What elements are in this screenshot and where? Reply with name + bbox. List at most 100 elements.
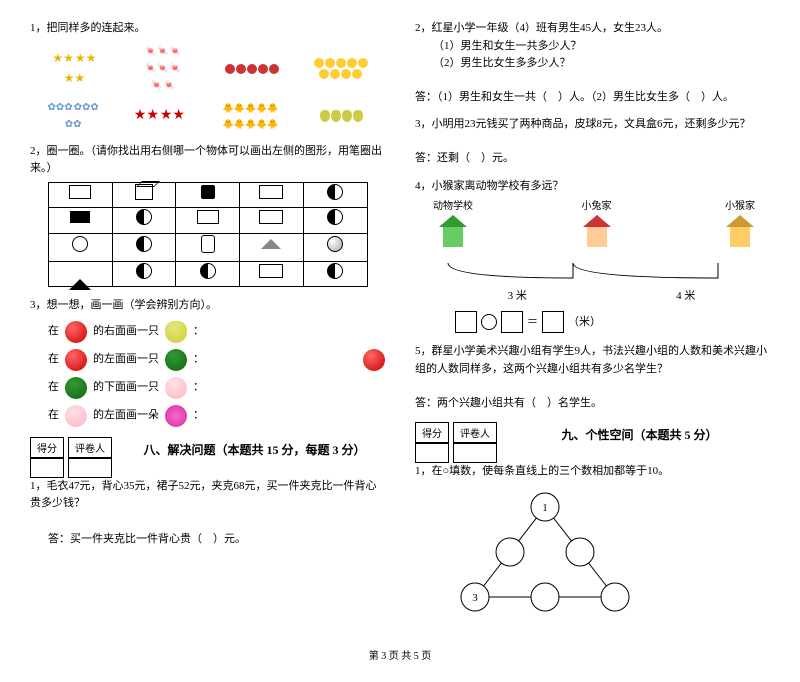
section8-title: 八、解决问题（本题共 15 分，每题 3 分） <box>124 441 385 458</box>
q2: 2，圈一圈。（请你找出用右侧哪一个物体可以画出左侧的图形，用笔圈出来。） <box>30 143 385 288</box>
node-top: 1 <box>542 502 548 514</box>
box-input[interactable] <box>455 311 477 333</box>
q2-text: 圈一圈。（请你找出用右侧哪一个物体可以画出左侧的图形，用笔圈出来。） <box>30 145 382 175</box>
unit: （米） <box>568 314 601 332</box>
stars-group: ★★★★★★ <box>44 49 104 88</box>
q1: 1，把同样多的连起来。 ★★★★★★ 🍬🍬🍬🍬🍬🍬🍬🍬 ✿✿✿✿✿✿✿✿ ★★★… <box>30 20 385 133</box>
cube-icon <box>135 184 153 200</box>
monkey-label: 小猴家 <box>720 199 760 215</box>
q3c-post: 的下面画一只 <box>93 379 159 397</box>
score-table: 得分评卷人 <box>415 422 501 463</box>
rabbit-house-icon <box>577 215 617 251</box>
q1-text: 把同样多的连起来。 <box>47 22 146 34</box>
q8-5-num: 5， <box>415 345 432 357</box>
monkey-house-icon <box>720 215 760 251</box>
pear-icon <box>165 321 187 343</box>
cone-icon <box>261 239 281 249</box>
q8-4-text: 小猴家离动物学校有多远？ <box>432 180 564 192</box>
q2-num: 2， <box>30 145 47 157</box>
box-input[interactable] <box>542 311 564 333</box>
equals: ＝ <box>527 314 538 332</box>
halfcircle-icon <box>327 184 343 200</box>
q3b-pre: 在 <box>48 351 59 369</box>
q3-line-c: 在 的下面画一只 ： <box>48 377 385 399</box>
grader-cell[interactable] <box>453 443 497 463</box>
cuboid-icon <box>259 185 283 199</box>
q3-line-d: 在 的左面画一朵 ： <box>48 405 385 427</box>
grader-cell[interactable] <box>68 458 112 478</box>
page-columns: 1，把同样多的连起来。 ★★★★★★ 🍬🍬🍬🍬🍬🍬🍬🍬 ✿✿✿✿✿✿✿✿ ★★★… <box>30 20 770 627</box>
rect-icon <box>197 210 219 224</box>
q9-1-text: 在○填数，使每条直线上的三个数相加都等于10。 <box>432 465 670 477</box>
equation-boxes: ＝ （米） <box>455 311 770 333</box>
q8-5-ans: 答：两个兴趣小组共有（ ）名学生。 <box>415 395 770 413</box>
q3a-pre: 在 <box>48 323 59 341</box>
apple-icon <box>363 349 385 371</box>
q9-1: 1，在○填数，使每条直线上的三个数相加都等于10。 1 3 <box>415 463 770 617</box>
op-input[interactable] <box>481 314 497 330</box>
table-row <box>49 261 368 287</box>
rabbit-label: 小兔家 <box>577 199 617 215</box>
circle-icon <box>72 236 88 252</box>
halfcircle-icon <box>327 209 343 225</box>
q8-2-ans: 答：（1）男生和女生一共（ ）人。（2）男生比女生多（ ）人。 <box>415 89 770 107</box>
q8-4: 4，小猴家离动物学校有多远？ 动物学校 小兔家 小猴家 <box>415 178 770 334</box>
q8-5: 5，群星小学美术兴趣小组有学生9人，书法兴趣小组的人数和美术兴趣小组的人数同样多… <box>415 343 770 412</box>
pears-group <box>312 110 372 122</box>
house-row: 动物学校 小兔家 小猴家 <box>433 199 760 258</box>
q3c-pre: 在 <box>48 379 59 397</box>
shape-table <box>48 182 368 287</box>
q3b-post: 的左面画一只 <box>93 351 159 369</box>
q1-row2: ✿✿✿✿✿✿✿✿ ★★★★ 🐥🐥🐥🐥🐥🐥🐥🐥🐥🐥 <box>30 100 385 133</box>
q9-1-num: 1， <box>415 465 432 477</box>
q8-3-text: 小明用23元钱买了两种商品，皮球8元，文具盒6元，还剩多少元？ <box>432 118 751 130</box>
q1-row1: ★★★★★★ 🍬🍬🍬🍬🍬🍬🍬🍬 <box>30 44 385 94</box>
colon: ： <box>193 351 204 369</box>
q1-num: 1， <box>30 22 47 34</box>
q8-3-num: 3， <box>415 118 432 130</box>
q8-2-num: 2， <box>415 22 432 34</box>
watermelon-icon <box>65 377 87 399</box>
colon: ： <box>193 407 204 425</box>
q8-2: 2，红星小学一年级（4）班有男生45人，女生23人。 （1）男生和女生一共多少人… <box>415 20 770 106</box>
node-bl: 3 <box>472 592 478 604</box>
apples-group <box>222 64 282 74</box>
q8-1-ans: 答：买一件夹克比一件背心贵（ ）元。 <box>30 531 385 549</box>
q3: 3，想一想，画一画（学会辨别方向）。 在 的右面画一只 ： 在 的左面画一只 ：… <box>30 297 385 427</box>
distance-diagram <box>433 258 733 288</box>
cuboid-icon <box>259 264 283 278</box>
peach-icon <box>65 405 87 427</box>
q8-1-text: 毛衣47元，背心35元，裙子52元，夹克68元，买一件夹克比一件背心贵多少钱？ <box>30 480 377 510</box>
grader-label: 评卷人 <box>68 437 112 458</box>
section9-title: 九、个性空间（本题共 5 分） <box>509 426 770 443</box>
peach-icon <box>165 377 187 399</box>
monkey-block: 小猴家 <box>720 199 760 258</box>
sphere-icon <box>327 236 343 252</box>
smiley-group <box>311 58 371 79</box>
school-icon <box>433 215 473 251</box>
triangle-icon <box>69 265 91 277</box>
score-cell[interactable] <box>415 443 449 463</box>
halfcircle-icon <box>136 236 152 252</box>
rabbit-block: 小兔家 <box>577 199 617 258</box>
flower-icon <box>165 405 187 427</box>
q3d-pre: 在 <box>48 407 59 425</box>
d1-label: 3 米 <box>433 288 602 306</box>
q8-4-num: 4， <box>415 180 432 192</box>
score-cell[interactable] <box>30 458 64 478</box>
grader-label: 评卷人 <box>453 422 497 443</box>
rect-icon <box>69 185 91 199</box>
q3-line-a: 在 的右面画一只 ： <box>48 321 385 343</box>
colon: ： <box>193 379 204 397</box>
q8-2-sub1: （1）男生和女生一共多少人？ <box>415 38 770 56</box>
table-row <box>49 233 368 261</box>
table-row <box>49 208 368 234</box>
d2-label: 4 米 <box>602 288 771 306</box>
dice-icon <box>201 185 215 199</box>
q8-2-text: 红星小学一年级（4）班有男生45人，女生23人。 <box>432 22 669 34</box>
q8-2-sub2: （2）男生比女生多多少人？ <box>415 55 770 73</box>
candy-group: 🍬🍬🍬🍬🍬🍬🍬🍬 <box>133 44 193 94</box>
cylinder-icon <box>201 235 215 253</box>
box-input[interactable] <box>501 311 523 333</box>
rect-filled-icon <box>70 211 90 223</box>
